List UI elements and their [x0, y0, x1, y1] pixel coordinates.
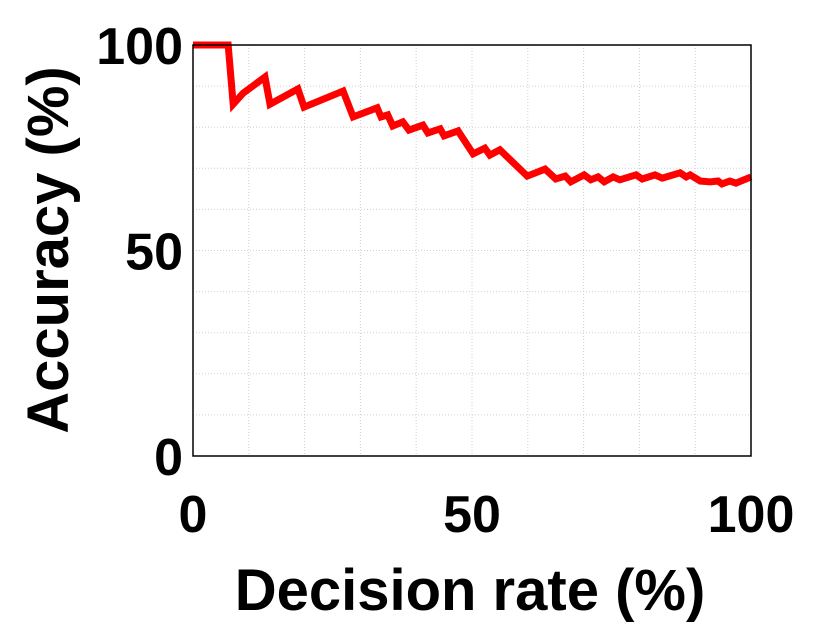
x-tick-label: 50	[443, 486, 501, 544]
y-tick-label: 100	[96, 18, 183, 76]
x-axis-label: Decision rate (%)	[235, 558, 706, 623]
x-tick-label: 0	[179, 486, 208, 544]
data-line	[193, 41, 753, 188]
plot-border	[192, 44, 752, 457]
x-tick-label: 100	[708, 486, 795, 544]
y-tick-label: 0	[154, 429, 183, 487]
y-tick-label: 50	[125, 224, 183, 282]
y-axis-label: Accuracy (%)	[16, 66, 81, 433]
